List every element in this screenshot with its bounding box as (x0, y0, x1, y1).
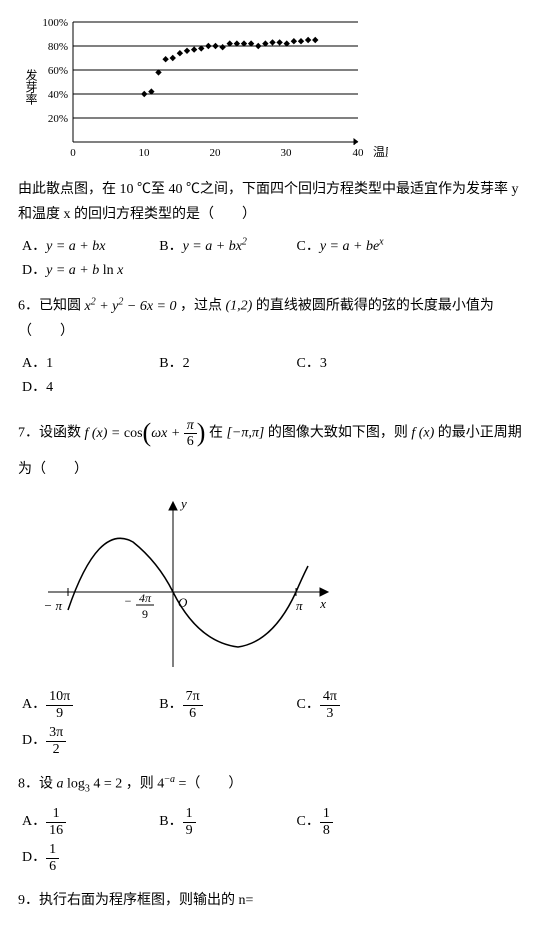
svg-text:− π: − π (43, 598, 62, 613)
y-tick-20: 20% (48, 113, 68, 125)
q7-opt-d: D．3π2 (18, 723, 155, 759)
svg-text:O: O (178, 595, 188, 610)
y-tick-100: 100% (42, 17, 68, 29)
svg-text:9: 9 (142, 607, 148, 621)
svg-text:10: 10 (139, 147, 151, 159)
q6-opt-c: C．3 (293, 350, 430, 374)
q7-stem: 7．设函数 f (x) = cos(ωx + π6) 在 [−π,π] 的图像大… (18, 410, 535, 482)
x-axis-label: 温度/℃ (373, 144, 388, 159)
q7-opt-a: A．10π9 (18, 687, 155, 723)
q6-opt-a: A．1 (18, 350, 155, 374)
scatter-chart: 20% 40% 60% 80% 100% 0 10 20 30 40 发芽率 温… (18, 12, 535, 167)
q7-graph: − π π O x y − 4π 9 (38, 492, 535, 677)
svg-text:x: x (319, 596, 326, 611)
svg-text:y: y (179, 496, 187, 511)
q5-opt-b: B．y = a + bx2 (155, 233, 292, 257)
q5-opt-d: D．y = a + b ln x (18, 257, 155, 281)
y-tick-80: 80% (48, 41, 68, 53)
q8-opt-b: B．19 (155, 804, 292, 840)
q9-stem: 9．执行右面为程序框图，则输出的 n= (18, 888, 535, 913)
q8-opt-c: C．18 (293, 804, 430, 840)
q7-opt-b: B．7π6 (155, 687, 292, 723)
q6-opt-d: D．4 (18, 374, 155, 398)
svg-text:4π: 4π (139, 591, 152, 605)
svg-text:30: 30 (281, 147, 293, 159)
q8-opt-d: D．16 (18, 840, 155, 876)
q8-options: A．116 B．19 C．18 D．16 (18, 804, 535, 876)
q7-opt-c: C．4π3 (293, 687, 430, 723)
q5-opt-c: C．y = a + bex (293, 233, 430, 257)
q8-opt-a: A．116 (18, 804, 155, 840)
y-axis-label: 发芽率 (24, 68, 38, 105)
q6-opt-b: B．2 (155, 350, 292, 374)
q6-stem: 6．已知圆 x2 + y2 − 6x = 0 ，过点 (1,2) 的直线被圆所截… (18, 293, 535, 344)
q6-options: A．1 B．2 C．3 D．4 (18, 350, 535, 398)
y-tick-40: 40% (48, 89, 68, 101)
svg-text:20: 20 (210, 147, 222, 159)
svg-text:40: 40 (353, 147, 365, 159)
q7-options: A．10π9 B．7π6 C．4π3 D．3π2 (18, 687, 535, 759)
q8-stem: 8．设 a log3 4 = 2 ，则 4−a =（ ） (18, 771, 535, 798)
y-tick-60: 60% (48, 65, 68, 77)
svg-text:−: − (125, 594, 132, 608)
svg-text:π: π (296, 598, 303, 613)
q5-stem: 由此散点图，在 10 ℃至 40 ℃之间，下面四个回归方程类型中最适宜作为发芽率… (18, 177, 535, 227)
svg-text:0: 0 (70, 147, 76, 159)
q5-opt-a: A．y = a + bx (18, 233, 155, 257)
q5-options: A．y = a + bx B．y = a + bx2 C．y = a + bex… (18, 233, 535, 281)
